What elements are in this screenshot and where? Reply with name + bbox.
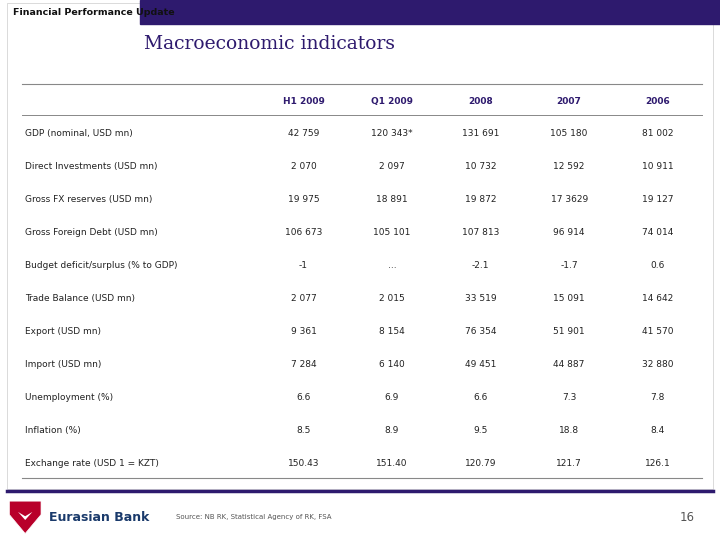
Text: Budget deficit/surplus (% to GDP): Budget deficit/surplus (% to GDP) — [25, 261, 178, 270]
Text: ...: ... — [388, 261, 396, 270]
Text: 2 070: 2 070 — [291, 162, 316, 171]
Text: 51 901: 51 901 — [554, 327, 585, 336]
Text: Source: NB RK, Statistical Agency of RK, FSA: Source: NB RK, Statistical Agency of RK,… — [176, 514, 332, 521]
Text: Eurasian Bank: Eurasian Bank — [49, 511, 149, 524]
Text: 2 097: 2 097 — [379, 162, 405, 171]
Text: 19 975: 19 975 — [288, 195, 319, 204]
Text: Exchange rate (USD 1 = KZT): Exchange rate (USD 1 = KZT) — [25, 458, 159, 468]
Text: 7.8: 7.8 — [651, 393, 665, 402]
Text: Gross FX reserves (USD mn): Gross FX reserves (USD mn) — [25, 195, 153, 204]
Text: 49 451: 49 451 — [465, 360, 496, 369]
Text: 33 519: 33 519 — [465, 294, 496, 303]
Text: 2007: 2007 — [557, 97, 582, 105]
Text: -1: -1 — [299, 261, 308, 270]
Text: H1 2009: H1 2009 — [282, 97, 325, 105]
Text: Trade Balance (USD mn): Trade Balance (USD mn) — [25, 294, 135, 303]
Text: 76 354: 76 354 — [465, 327, 496, 336]
Text: Financial Performance Update: Financial Performance Update — [13, 8, 174, 17]
Text: 126.1: 126.1 — [645, 458, 670, 468]
Text: 9.5: 9.5 — [474, 426, 487, 435]
Text: 120.79: 120.79 — [465, 458, 496, 468]
Text: 120 343*: 120 343* — [372, 129, 413, 138]
Text: 19 127: 19 127 — [642, 195, 673, 204]
Text: -1.7: -1.7 — [560, 261, 578, 270]
Text: 7 284: 7 284 — [291, 360, 316, 369]
Text: 96 914: 96 914 — [554, 228, 585, 237]
Text: 8.4: 8.4 — [651, 426, 665, 435]
Text: 32 880: 32 880 — [642, 360, 673, 369]
Text: 18.8: 18.8 — [559, 426, 579, 435]
Text: 2 077: 2 077 — [291, 294, 316, 303]
Text: -2.1: -2.1 — [472, 261, 490, 270]
Text: 42 759: 42 759 — [288, 129, 319, 138]
Text: Direct Investments (USD mn): Direct Investments (USD mn) — [25, 162, 158, 171]
Text: Gross Foreign Debt (USD mn): Gross Foreign Debt (USD mn) — [25, 228, 158, 237]
Text: 2008: 2008 — [468, 97, 493, 105]
Text: Import (USD mn): Import (USD mn) — [25, 360, 102, 369]
Text: GDP (nominal, USD mn): GDP (nominal, USD mn) — [25, 129, 133, 138]
Text: 18 891: 18 891 — [377, 195, 408, 204]
Text: Macroeconomic indicators: Macroeconomic indicators — [144, 35, 395, 53]
Text: 41 570: 41 570 — [642, 327, 673, 336]
Text: 107 813: 107 813 — [462, 228, 499, 237]
Text: 74 014: 74 014 — [642, 228, 673, 237]
Text: 105 101: 105 101 — [374, 228, 410, 237]
Text: Export (USD mn): Export (USD mn) — [25, 327, 102, 336]
Text: 6.9: 6.9 — [385, 393, 399, 402]
Text: 7.3: 7.3 — [562, 393, 576, 402]
Text: 2006: 2006 — [645, 97, 670, 105]
Text: 6.6: 6.6 — [474, 393, 487, 402]
Text: 6 140: 6 140 — [379, 360, 405, 369]
Text: 150.43: 150.43 — [288, 458, 319, 468]
Text: 131 691: 131 691 — [462, 129, 499, 138]
Text: 15 091: 15 091 — [554, 294, 585, 303]
Text: 9 361: 9 361 — [291, 327, 316, 336]
Text: 81 002: 81 002 — [642, 129, 673, 138]
Text: 10 911: 10 911 — [642, 162, 673, 171]
Text: 14 642: 14 642 — [642, 294, 673, 303]
Text: 12 592: 12 592 — [554, 162, 585, 171]
Text: 44 887: 44 887 — [554, 360, 585, 369]
Text: 0.6: 0.6 — [651, 261, 665, 270]
Text: 2 015: 2 015 — [379, 294, 405, 303]
Text: 6.6: 6.6 — [297, 393, 310, 402]
Text: Q1 2009: Q1 2009 — [371, 97, 413, 105]
Text: 19 872: 19 872 — [465, 195, 496, 204]
Text: 8.9: 8.9 — [385, 426, 399, 435]
Text: 151.40: 151.40 — [377, 458, 408, 468]
Text: Unemployment (%): Unemployment (%) — [25, 393, 113, 402]
Text: 121.7: 121.7 — [557, 458, 582, 468]
Text: 105 180: 105 180 — [551, 129, 588, 138]
Text: Inflation (%): Inflation (%) — [25, 426, 81, 435]
Text: 8 154: 8 154 — [379, 327, 405, 336]
Text: 106 673: 106 673 — [285, 228, 322, 237]
Text: 16: 16 — [680, 511, 695, 524]
Text: 8.5: 8.5 — [297, 426, 310, 435]
Text: 17 3629: 17 3629 — [551, 195, 588, 204]
Text: 10 732: 10 732 — [465, 162, 496, 171]
